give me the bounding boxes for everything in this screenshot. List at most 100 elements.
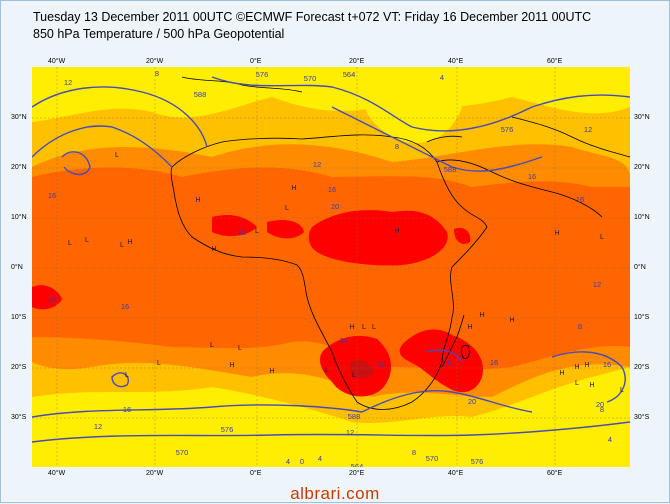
lon-tick-label: 20°E bbox=[349, 470, 365, 477]
lon-tick-label: 20°E bbox=[349, 58, 365, 65]
pressure-mark: L bbox=[285, 205, 289, 212]
pressure-mark: H bbox=[349, 324, 354, 331]
lat-tick-label: 20°N bbox=[634, 164, 650, 171]
contour-label: 588 bbox=[348, 412, 361, 421]
contour-label: 4 bbox=[608, 435, 612, 444]
lon-labels-bottom: 40°W 20°W 0°E 20°E 40°E 60°E bbox=[0, 470, 670, 480]
pressure-mark: L bbox=[352, 372, 356, 379]
contour-label: 12 bbox=[346, 428, 354, 437]
contour-label: 576 bbox=[221, 425, 234, 434]
lat-tick-label: 30°S bbox=[11, 414, 27, 421]
lon-tick-label: 40°E bbox=[448, 470, 464, 477]
contour-label: 16 bbox=[328, 185, 336, 194]
pressure-mark: L bbox=[68, 240, 72, 247]
pressure-mark: H bbox=[229, 362, 234, 369]
contour-label: 12 bbox=[584, 125, 592, 134]
lat-lon-grid bbox=[32, 67, 630, 467]
contour-label: 0 bbox=[300, 457, 304, 466]
pressure-mark: L bbox=[85, 237, 89, 244]
contour-label: 20 bbox=[596, 400, 604, 409]
lon-labels-top: 40°W 20°W 0°E 20°E 40°E 60°E bbox=[0, 58, 670, 68]
lat-labels-right: 30°N 20°N 10°N 0°N 10°S 20°S 30°S bbox=[634, 0, 664, 503]
lat-tick-label: 30°S bbox=[634, 414, 650, 421]
contour-label: 12 bbox=[94, 422, 102, 431]
contour-label: 8 bbox=[412, 448, 416, 457]
contour-label: 570 bbox=[426, 454, 439, 463]
pressure-mark: L bbox=[120, 242, 124, 249]
lon-tick-label: 20°W bbox=[146, 470, 164, 477]
lat-tick-label: 30°N bbox=[11, 114, 27, 121]
contour-label: 564 bbox=[343, 70, 356, 79]
contour-label: 20 bbox=[468, 397, 476, 406]
lat-tick-label: 0°N bbox=[634, 264, 646, 271]
lon-tick-label: 0°E bbox=[250, 470, 262, 477]
field-dark-orange bbox=[32, 167, 630, 370]
lon-tick-label: 60°E bbox=[547, 58, 563, 65]
pressure-mark: H bbox=[269, 368, 274, 375]
contour-label-group: 12 576 588 570 564 4 8 12 8 16 576 16 12… bbox=[48, 69, 612, 467]
pressure-mark: H bbox=[554, 230, 559, 237]
pressure-mark: L bbox=[157, 360, 161, 367]
pressure-mark: L bbox=[600, 234, 604, 241]
pressure-mark: L bbox=[210, 342, 214, 349]
pressure-mark: L bbox=[620, 387, 624, 394]
watermark: albrari.com bbox=[290, 484, 380, 503]
lat-tick-label: 20°S bbox=[11, 364, 27, 371]
pressure-mark: L bbox=[325, 367, 329, 374]
coastlines bbox=[170, 76, 630, 410]
lat-tick-label: 20°S bbox=[634, 364, 650, 371]
contour-label: 570 bbox=[176, 448, 189, 457]
lon-tick-label: 40°W bbox=[48, 58, 66, 65]
contour-label: 4 bbox=[286, 457, 290, 466]
contour-label: 16 bbox=[603, 360, 611, 369]
field-red-sahel bbox=[308, 210, 448, 266]
pressure-mark: H bbox=[127, 239, 132, 246]
field-yellow-south bbox=[32, 367, 630, 467]
field-red-wafrica2 bbox=[267, 220, 304, 239]
field-red-angola bbox=[32, 285, 62, 310]
map-title: Tuesday 13 December 2011 00UTC ©ECMWF Fo… bbox=[33, 10, 592, 24]
contour-label: 570 bbox=[304, 74, 317, 83]
contour-label: 588 bbox=[194, 90, 207, 99]
lat-tick-label: 10°N bbox=[634, 214, 650, 221]
pressure-mark: H bbox=[584, 362, 589, 369]
pressure-mark: L bbox=[115, 152, 119, 159]
lat-labels-left: 30°N 20°N 10°N 0°N 10°S 20°S 30°S bbox=[11, 0, 33, 503]
contour-label: 576 bbox=[256, 70, 269, 79]
contour-label: 16 bbox=[443, 358, 451, 367]
lon-tick-label: 60°E bbox=[547, 470, 563, 477]
pressure-mark: H bbox=[195, 197, 200, 204]
contour-label: 20 bbox=[340, 336, 348, 345]
lat-tick-label: 0°N bbox=[11, 264, 23, 271]
contour-label: 12 bbox=[313, 160, 321, 169]
contour-label: 12 bbox=[64, 78, 72, 87]
pressure-mark: L bbox=[575, 380, 579, 387]
pressure-mark: H bbox=[589, 382, 594, 389]
pressure-mark: H bbox=[394, 228, 399, 235]
pressure-mark: H bbox=[479, 312, 484, 319]
contour-label: 16 bbox=[123, 405, 131, 414]
contour-label: 564 bbox=[351, 462, 364, 467]
contour-label: 20 bbox=[238, 228, 246, 237]
contour-label: 588 bbox=[444, 165, 457, 174]
pressure-mark-group: L H L H L L H H H L L H L H L L H L H L … bbox=[68, 152, 624, 394]
contour-label: 8 bbox=[578, 322, 582, 331]
contour-label: 4 bbox=[318, 454, 322, 463]
lat-tick-label: 20°N bbox=[11, 164, 27, 171]
contour-label: 12 bbox=[593, 280, 601, 289]
lon-tick-label: 40°E bbox=[448, 58, 464, 65]
contour-label: 20 bbox=[378, 360, 386, 369]
contour-label: 16 bbox=[528, 172, 536, 181]
contour-label: 576 bbox=[471, 457, 484, 466]
lon-tick-label: 20°W bbox=[146, 58, 164, 65]
pressure-mark: L bbox=[238, 345, 242, 352]
field-red-wafrica bbox=[212, 215, 257, 237]
field-red-somalia bbox=[454, 227, 471, 244]
pressure-mark: H bbox=[559, 370, 564, 377]
lon-tick-label: 40°W bbox=[48, 470, 66, 477]
field-yellow-egypt bbox=[362, 75, 462, 143]
contour-label: 8 bbox=[395, 142, 399, 151]
pressure-mark: H bbox=[211, 246, 216, 253]
field-yellow-north bbox=[32, 67, 630, 122]
pressure-mark: L bbox=[125, 372, 129, 379]
